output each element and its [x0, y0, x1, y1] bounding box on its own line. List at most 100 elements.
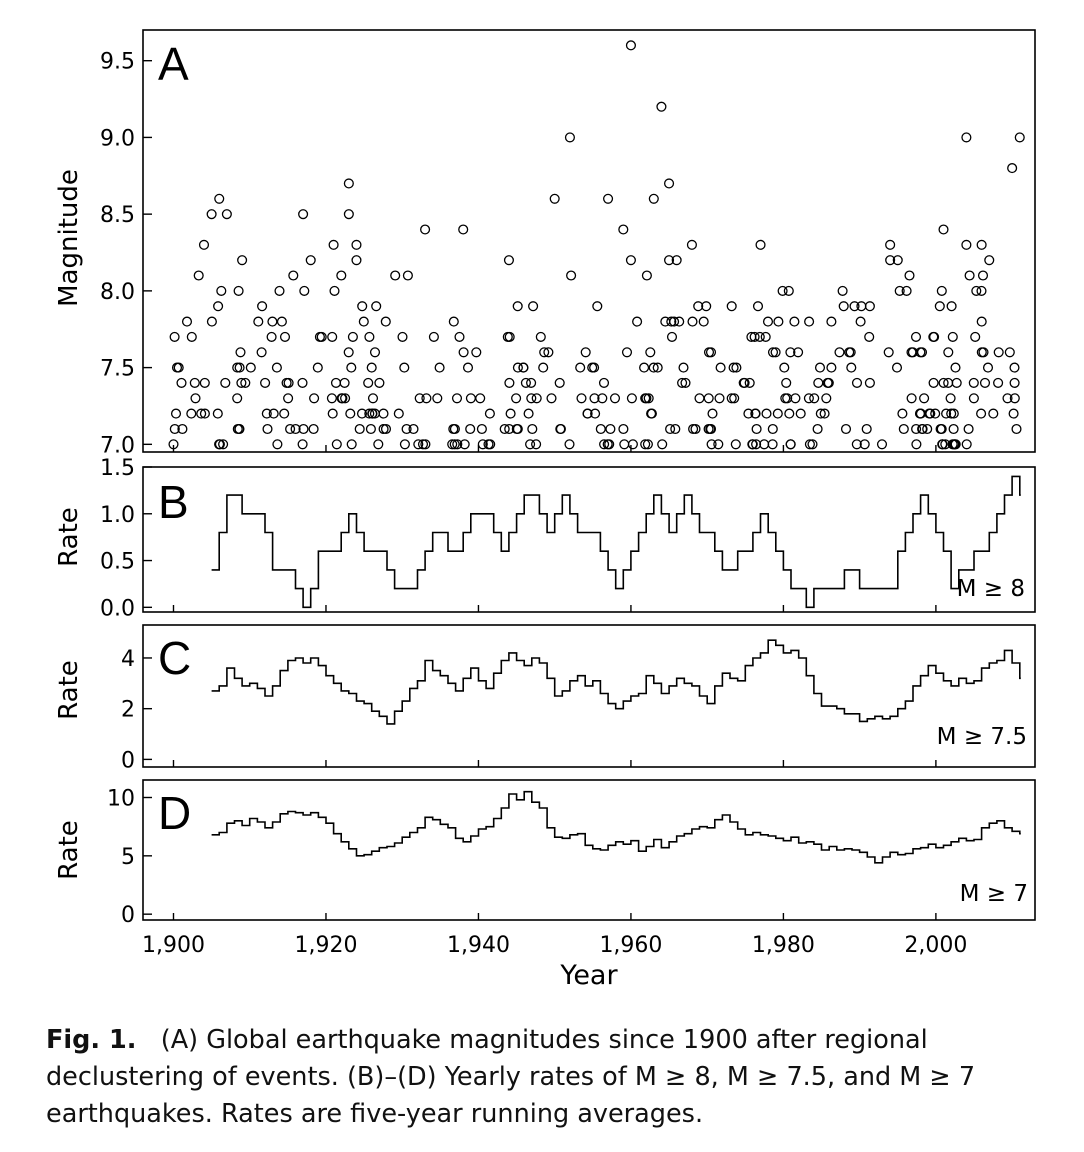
- magnitude-point: [309, 393, 320, 404]
- panel-b-label: B: [158, 476, 189, 528]
- magnitude-point: [168, 439, 179, 450]
- magnitude-point: [1014, 132, 1025, 143]
- magnitude-point: [448, 316, 459, 327]
- magnitude-point: [504, 331, 515, 342]
- magnitude-point: [564, 439, 575, 450]
- magnitude-point: [897, 408, 908, 419]
- magnitude-point: [367, 393, 379, 404]
- magnitude-point: [1004, 347, 1015, 358]
- magnitude-point: [671, 255, 682, 266]
- magnitude-point: [728, 362, 739, 373]
- magnitude-point: [190, 393, 201, 404]
- magnitude-point: [414, 393, 425, 404]
- magnitude-point: [220, 377, 231, 388]
- magnitude-point: [819, 408, 830, 419]
- magnitude-point: [961, 239, 972, 250]
- magnitude-point: [354, 423, 365, 435]
- magnitude-point: [351, 255, 362, 266]
- magnitude-point: [347, 331, 358, 342]
- magnitude-point: [267, 316, 278, 327]
- magnitude-point: [686, 239, 697, 250]
- magnitude-point: [752, 301, 764, 312]
- magnitude-point: [459, 439, 470, 450]
- magnitude-point: [785, 347, 796, 358]
- magnitude-point: [911, 423, 922, 435]
- magnitude-point: [525, 439, 536, 450]
- magnitude-point: [343, 347, 354, 358]
- magnitude-point: [512, 301, 523, 312]
- magnitude-point: [946, 301, 957, 312]
- magnitude-point: [401, 423, 412, 435]
- panel-d-plot: 0 5 10: [107, 787, 1021, 928]
- magnitude-point: [784, 408, 795, 419]
- panel-b-frame: [142, 466, 1036, 613]
- magnitude-point: [337, 393, 348, 404]
- magnitude-point: [963, 423, 974, 435]
- magnitude-point: [938, 377, 949, 388]
- magnitude-point: [281, 377, 292, 388]
- magnitude-point: [268, 408, 279, 419]
- magnitude-point: [245, 362, 256, 373]
- panel-b-plot: 0.0 0.5 1.0 1.5: [100, 456, 1021, 621]
- magnitude-point: [413, 439, 424, 450]
- magnitude-point: [298, 209, 309, 220]
- panel-a-ylabel: Magnitude: [54, 169, 84, 307]
- magnitude-point: [408, 423, 419, 435]
- magnitude-point: [393, 408, 404, 419]
- magnitude-point: [358, 316, 369, 327]
- magnitude-point: [357, 301, 368, 312]
- magnitude-point: [587, 362, 598, 373]
- magnitude-point: [950, 439, 961, 450]
- magnitude-point: [276, 316, 287, 327]
- magnitude-point: [371, 301, 382, 312]
- magnitude-point: [1009, 377, 1020, 388]
- magnitude-point: [946, 408, 957, 419]
- panel-d-ytick-label: 10: [107, 787, 135, 812]
- magnitude-point: [698, 316, 709, 327]
- magnitude-point: [670, 423, 681, 435]
- magnitude-point: [351, 239, 362, 250]
- magnitude-point: [915, 408, 926, 419]
- panel-a-ytick-label: 7.5: [100, 357, 135, 382]
- panel-c-rate-line: [211, 639, 1021, 725]
- magnitude-point: [789, 316, 800, 327]
- magnitude-point: [221, 209, 232, 220]
- x-tick-label: 1,980: [752, 933, 815, 958]
- magnitude-point: [531, 393, 542, 404]
- magnitude-point: [982, 362, 994, 373]
- magnitude-point: [186, 408, 197, 419]
- magnitude-point: [206, 316, 217, 327]
- magnitude-point: [605, 423, 616, 435]
- magnitude-point: [535, 331, 546, 342]
- magnitude-point: [432, 393, 443, 404]
- panel-b-rate-line: [211, 475, 1021, 609]
- magnitude-point: [399, 439, 410, 450]
- magnitude-point: [237, 255, 248, 266]
- magnitude-point: [747, 439, 758, 450]
- magnitude-point: [930, 408, 941, 419]
- magnitude-point: [378, 408, 389, 419]
- magnitude-point: [627, 439, 638, 450]
- magnitude-point: [780, 393, 791, 404]
- magnitude-point: [421, 393, 432, 404]
- magnitude-point: [976, 408, 987, 419]
- magnitude-point: [575, 362, 586, 373]
- magnitude-point: [549, 193, 560, 204]
- magnitude-point: [169, 331, 180, 342]
- magnitude-point: [859, 439, 870, 450]
- magnitude-point: [984, 255, 995, 266]
- magnitude-point: [173, 362, 184, 373]
- magnitude-point: [749, 331, 760, 342]
- magnitude-point: [851, 377, 863, 388]
- magnitude-point: [503, 255, 514, 266]
- magnitude-point: [713, 439, 724, 450]
- magnitude-point: [761, 408, 772, 419]
- magnitude-point: [645, 347, 656, 358]
- magnitude-point: [815, 408, 826, 419]
- magnitude-point: [599, 439, 610, 450]
- magnitude-point: [730, 439, 741, 450]
- magnitude-point: [213, 301, 224, 312]
- caption-text: (A) Global earthquake magnitudes since 1…: [46, 1025, 976, 1129]
- magnitude-point: [666, 316, 677, 327]
- magnitude-point: [812, 423, 823, 435]
